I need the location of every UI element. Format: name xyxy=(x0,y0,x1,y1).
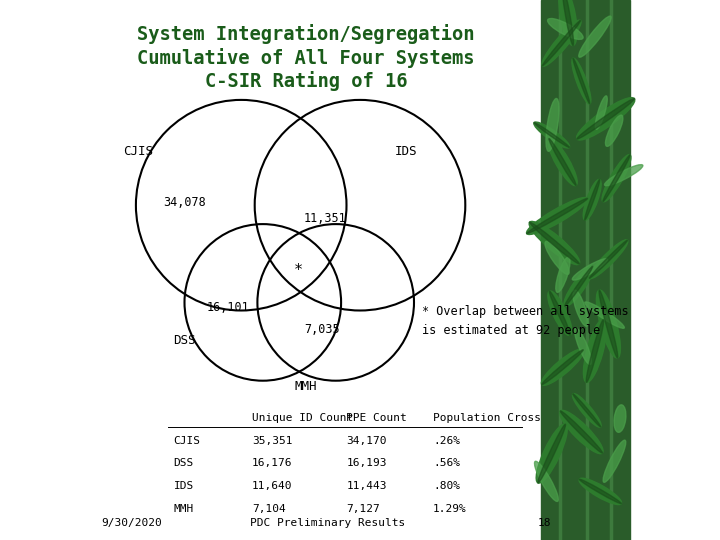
Text: 34,078: 34,078 xyxy=(163,196,206,209)
Ellipse shape xyxy=(564,266,593,306)
Ellipse shape xyxy=(556,257,570,292)
Text: MMH: MMH xyxy=(174,504,194,514)
Text: 16,101: 16,101 xyxy=(207,301,249,314)
Ellipse shape xyxy=(547,18,583,39)
Ellipse shape xyxy=(599,290,618,358)
Text: 11,443: 11,443 xyxy=(346,481,387,491)
Text: CJIS: CJIS xyxy=(124,145,153,158)
Text: .80%: .80% xyxy=(433,481,460,491)
Ellipse shape xyxy=(585,302,624,328)
Ellipse shape xyxy=(559,410,603,454)
Ellipse shape xyxy=(542,21,580,66)
Ellipse shape xyxy=(534,461,558,502)
Ellipse shape xyxy=(614,405,626,433)
Ellipse shape xyxy=(589,240,628,279)
Text: Unique ID Count: Unique ID Count xyxy=(252,413,354,423)
Ellipse shape xyxy=(579,478,621,504)
Ellipse shape xyxy=(583,320,606,382)
Ellipse shape xyxy=(548,138,577,186)
Text: 11,640: 11,640 xyxy=(252,481,292,491)
Ellipse shape xyxy=(541,349,584,386)
Ellipse shape xyxy=(560,411,603,453)
Ellipse shape xyxy=(575,328,591,364)
Text: 7,104: 7,104 xyxy=(252,504,286,514)
Text: MMH: MMH xyxy=(294,380,318,393)
Ellipse shape xyxy=(549,139,576,185)
Ellipse shape xyxy=(602,154,631,202)
Ellipse shape xyxy=(529,221,580,265)
Text: PPE Count: PPE Count xyxy=(346,413,408,423)
Ellipse shape xyxy=(595,96,607,129)
Ellipse shape xyxy=(541,20,581,66)
Ellipse shape xyxy=(545,241,570,274)
Text: *: * xyxy=(293,262,302,278)
Text: IDS: IDS xyxy=(174,481,194,491)
Ellipse shape xyxy=(527,198,588,234)
Text: 35,351: 35,351 xyxy=(252,436,292,446)
Text: .56%: .56% xyxy=(433,458,460,469)
Ellipse shape xyxy=(564,266,593,306)
Ellipse shape xyxy=(589,240,628,278)
Ellipse shape xyxy=(559,0,577,45)
Ellipse shape xyxy=(603,155,630,201)
Ellipse shape xyxy=(548,291,572,335)
Ellipse shape xyxy=(536,424,567,483)
Text: Population Cross: Population Cross xyxy=(433,413,541,423)
Ellipse shape xyxy=(572,394,601,427)
Text: DSS: DSS xyxy=(174,334,196,347)
Ellipse shape xyxy=(562,0,574,45)
Text: 7,035: 7,035 xyxy=(305,323,340,336)
Text: 7,127: 7,127 xyxy=(346,504,380,514)
Text: 1.29%: 1.29% xyxy=(433,504,467,514)
Text: 9/30/2020: 9/30/2020 xyxy=(101,518,161,528)
Ellipse shape xyxy=(603,440,626,482)
Ellipse shape xyxy=(579,479,621,504)
Ellipse shape xyxy=(549,291,570,335)
Ellipse shape xyxy=(577,99,634,139)
Text: 16,193: 16,193 xyxy=(346,458,387,469)
Ellipse shape xyxy=(585,179,600,220)
Ellipse shape xyxy=(534,123,570,147)
Text: 11,351: 11,351 xyxy=(304,212,346,225)
Text: 18: 18 xyxy=(539,518,552,528)
Ellipse shape xyxy=(606,115,623,146)
Text: PDC Preliminary Results: PDC Preliminary Results xyxy=(250,518,405,528)
Text: Cumulative of All Four Systems: Cumulative of All Four Systems xyxy=(138,48,474,68)
Text: CJIS: CJIS xyxy=(174,436,201,446)
Ellipse shape xyxy=(577,98,635,140)
Ellipse shape xyxy=(546,98,559,151)
Ellipse shape xyxy=(573,58,590,104)
Ellipse shape xyxy=(605,165,643,186)
Text: .26%: .26% xyxy=(433,436,460,446)
Ellipse shape xyxy=(596,290,621,358)
Ellipse shape xyxy=(529,222,580,264)
Ellipse shape xyxy=(526,198,588,234)
Text: 34,170: 34,170 xyxy=(346,436,387,446)
Text: System Integration/Segregation: System Integration/Segregation xyxy=(138,24,474,44)
Ellipse shape xyxy=(572,259,608,280)
Text: 16,176: 16,176 xyxy=(252,458,292,469)
Ellipse shape xyxy=(538,424,566,483)
Ellipse shape xyxy=(534,122,570,148)
Ellipse shape xyxy=(573,394,600,427)
Text: * Overlap between all systems
is estimated at 92 people: * Overlap between all systems is estimat… xyxy=(422,305,629,338)
Text: IDS: IDS xyxy=(395,145,417,158)
Text: C-SIR Rating of 16: C-SIR Rating of 16 xyxy=(204,71,408,91)
Ellipse shape xyxy=(572,58,591,104)
Ellipse shape xyxy=(579,16,611,57)
Bar xyxy=(541,0,630,540)
Text: DSS: DSS xyxy=(174,458,194,469)
Ellipse shape xyxy=(541,350,583,384)
Ellipse shape xyxy=(583,179,601,220)
Ellipse shape xyxy=(573,290,588,326)
Ellipse shape xyxy=(586,320,603,382)
